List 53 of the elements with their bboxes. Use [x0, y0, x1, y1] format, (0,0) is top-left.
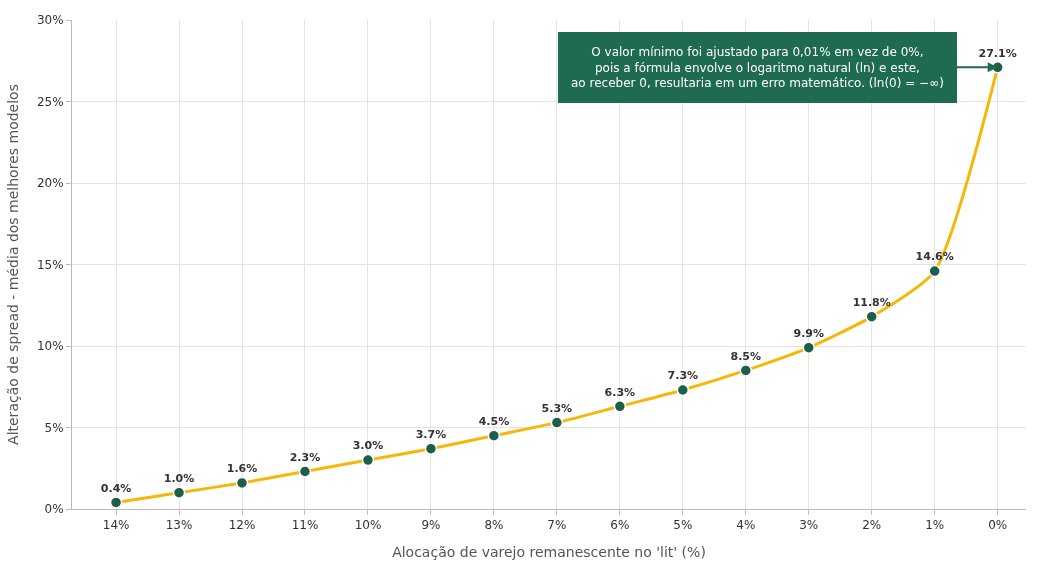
y-tick-label: 10%: [36, 339, 64, 354]
point: [424, 442, 438, 455]
x-tick-label: 3%: [799, 518, 819, 533]
point: [550, 416, 564, 429]
annotation: O valor mínimo foi ajustado para 0,01% em vez de 0%, pois a fórmula envolve o logaritmo natural (ln) e este, ao receber 0, resultaria em um erro matemático. (ln(0) = −∞): [571, 45, 944, 91]
y-axis-title: Alteração de spread - média dos melhores modelos: [4, 84, 21, 445]
point: [235, 476, 249, 490]
x-tick-label: 14%: [102, 518, 130, 533]
x-tick-label: 12%: [228, 518, 256, 533]
point: [298, 465, 312, 478]
x-tick-label: 0%: [988, 518, 1008, 533]
point: [172, 486, 186, 499]
data-label: 3.0%: [352, 439, 384, 453]
point: [928, 264, 941, 278]
x-tick-label: 1%: [925, 518, 945, 533]
data-label: 5.3%: [541, 401, 573, 415]
data-label: 2.3%: [289, 450, 321, 464]
data-label: 7.3%: [667, 369, 699, 383]
data-label: 4.5%: [478, 415, 510, 429]
point: [739, 364, 753, 377]
x-tick-label: 6%: [610, 518, 630, 533]
data-label: 1.6%: [226, 462, 258, 476]
point: [109, 496, 123, 509]
x-tick-label: 10%: [354, 518, 382, 533]
point: [361, 453, 375, 467]
x-tick-label: 2%: [862, 518, 882, 533]
data-label: 27.1%: [978, 46, 1017, 60]
y-tick-label: 15%: [36, 257, 64, 272]
point: [613, 400, 627, 413]
point: [802, 341, 815, 354]
data-label: 0.4%: [100, 481, 132, 495]
point: [487, 429, 501, 442]
data-label: 3.7%: [415, 428, 447, 442]
x-tick-label: 13%: [165, 518, 193, 533]
y-tick-label: 20%: [36, 176, 64, 191]
data-label: 11.8%: [852, 296, 891, 310]
point: [676, 383, 690, 397]
x-tick-label: 5%: [673, 518, 693, 533]
data-label: 6.3%: [604, 385, 636, 399]
y-tick-label: 30%: [36, 13, 64, 28]
x-axis-title: Alocação de varejo remanescente no 'lit' (%): [392, 543, 706, 560]
y-tick-label: 25%: [36, 94, 64, 109]
y-tick-label: 0%: [44, 502, 64, 517]
x-tick-label: 7%: [547, 518, 567, 533]
data-label: 1.0%: [163, 472, 195, 486]
x-tick-label: 4%: [736, 518, 756, 533]
x-tick-label: 11%: [291, 518, 319, 533]
x-tick-label: 9%: [421, 518, 441, 533]
point: [865, 310, 878, 323]
y-tick-label: 5%: [44, 420, 64, 435]
data-label: 9.9%: [793, 327, 825, 341]
data-label: 8.5%: [730, 349, 762, 363]
x-tick-label: 8%: [484, 518, 504, 533]
